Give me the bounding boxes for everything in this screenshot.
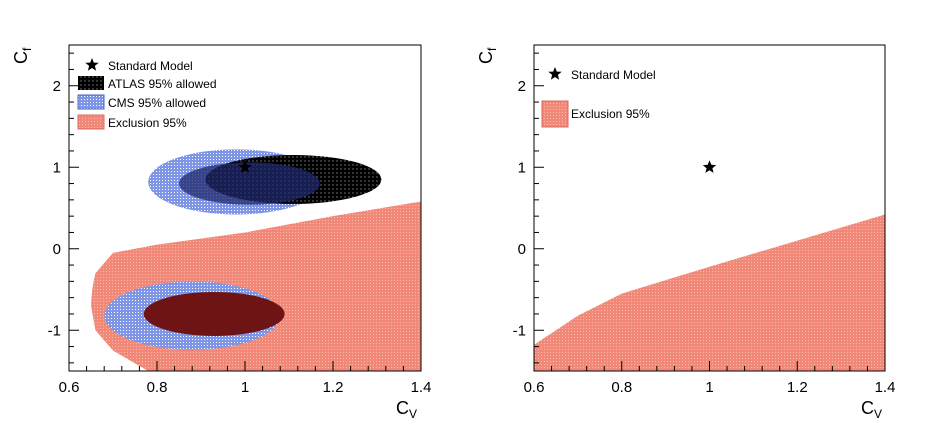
x-tick-label: 1.4 xyxy=(875,379,896,396)
legend-swatch-cms xyxy=(77,94,105,110)
legend-swatch-exclusion xyxy=(77,114,105,130)
y-tick-label: 2 xyxy=(53,78,61,95)
legend-label-exclusion: Exclusion 95% xyxy=(571,107,650,121)
right-axis-ticks: 0.6 0.8 1 1.2 1.4 -1 0 1 2 xyxy=(513,52,896,396)
left-plot-regions xyxy=(91,149,421,371)
legend-swatch-atlas xyxy=(78,76,104,90)
standard-model-star xyxy=(238,160,252,173)
left-panel: 0.6 0.8 1 1.2 1.4 -1 0 1 2 Standard Model ATLAS … xyxy=(11,44,432,421)
overlap-regions xyxy=(143,162,320,336)
y-tick-label: 0 xyxy=(53,241,61,258)
right-y-axis-title: Cf xyxy=(476,47,499,64)
y-tick-label: 1 xyxy=(518,159,526,176)
overlap-region xyxy=(143,291,285,336)
legend-label-sm: Standard Model xyxy=(108,59,193,73)
left-axis-ticks: 0.6 0.8 1 1.2 1.4 -1 0 1 2 xyxy=(48,52,432,396)
legend-label-exclusion: Exclusion 95% xyxy=(108,116,187,130)
x-tick-label: 1.2 xyxy=(787,379,808,396)
x-tick-label: 0.6 xyxy=(524,379,545,396)
exclusion-region xyxy=(91,201,421,371)
x-tick-label: 1.2 xyxy=(323,379,344,396)
right-panel: 0.6 0.8 1 1.2 1.4 -1 0 1 2 Standard Model Exclus… xyxy=(476,44,896,421)
y-tick-label: 2 xyxy=(518,78,526,95)
y-tick-label: -1 xyxy=(513,322,526,339)
right-plot-regions xyxy=(534,214,885,371)
right-y-axis-subscript: f xyxy=(485,47,499,51)
legend-swatch-exclusion xyxy=(541,100,569,128)
x-tick-label: 0.8 xyxy=(147,379,168,396)
x-tick-label: 1 xyxy=(241,379,249,396)
legend-star-icon xyxy=(548,67,562,80)
right-x-axis-title: CV xyxy=(861,398,882,421)
legend-star-icon xyxy=(85,58,99,71)
standard-model-star xyxy=(702,160,717,173)
y-tick-label: 1 xyxy=(53,159,61,176)
legend-label-sm: Standard Model xyxy=(571,68,656,82)
exclusion-region xyxy=(534,214,885,371)
y-tick-label: 0 xyxy=(518,241,526,258)
x-tick-label: 1 xyxy=(705,379,713,396)
y-tick-label: -1 xyxy=(48,322,61,339)
x-tick-label: 0.6 xyxy=(59,379,80,396)
left-x-axis-subscript: V xyxy=(409,407,417,421)
left-legend: Standard Model ATLAS 95% allowed CMS 95%… xyxy=(77,58,217,130)
x-tick-label: 1.4 xyxy=(411,379,432,396)
atlas-cms-overlap-region xyxy=(179,162,320,205)
right-x-axis-subscript: V xyxy=(874,407,882,421)
legend-label-atlas: ATLAS 95% allowed xyxy=(108,77,217,91)
right-legend: Standard Model Exclusion 95% xyxy=(541,67,656,128)
x-tick-label: 0.8 xyxy=(611,379,632,396)
left-x-axis-title: CV xyxy=(396,398,417,421)
left-y-axis-subscript: f xyxy=(20,47,34,51)
left-y-axis-title: Cf xyxy=(11,47,34,64)
legend-label-cms: CMS 95% allowed xyxy=(108,96,206,110)
